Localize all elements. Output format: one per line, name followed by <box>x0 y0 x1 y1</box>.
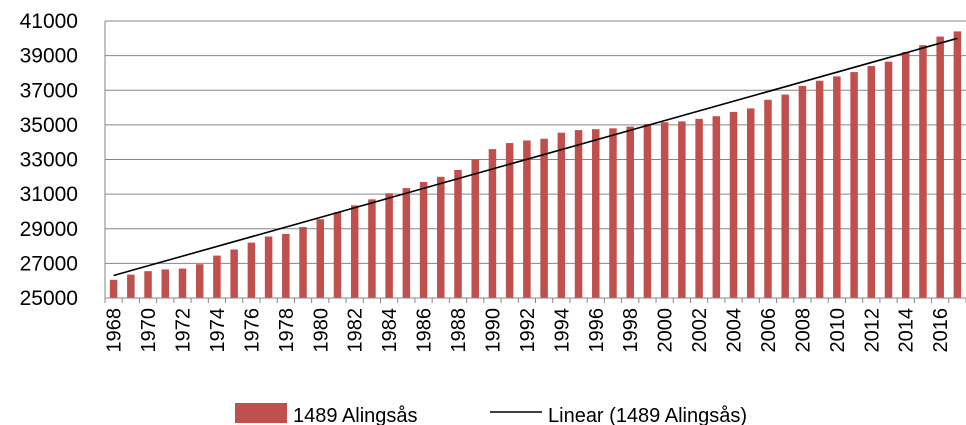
x-tick-label: 1974 <box>207 308 229 353</box>
x-tick-label: 2002 <box>689 308 711 353</box>
bar-1987 <box>437 176 445 298</box>
bar-1990 <box>488 149 497 298</box>
x-tick-label: 1982 <box>345 308 367 353</box>
bar-2011 <box>850 72 858 299</box>
bar-1995 <box>574 130 583 298</box>
bar-1974 <box>213 255 221 298</box>
bar-1981 <box>333 212 342 298</box>
bar-1983 <box>368 199 376 298</box>
bar-1973 <box>195 264 204 298</box>
bar-1989 <box>471 159 479 298</box>
bar-2012 <box>867 66 876 298</box>
y-tick-label: 27000 <box>20 252 78 275</box>
bar-1979 <box>299 227 307 298</box>
bar-1980 <box>316 219 324 298</box>
bar-1969 <box>127 274 135 298</box>
trendline-group <box>113 37 958 277</box>
trendline <box>113 37 958 277</box>
x-tick-label: 2008 <box>792 308 814 353</box>
bar-1986 <box>419 182 428 298</box>
x-tick-label: 1994 <box>551 308 573 353</box>
bar-series <box>109 31 962 299</box>
bar-1998 <box>626 126 634 298</box>
bar-2000 <box>660 122 669 298</box>
bar-1968 <box>109 279 118 298</box>
y-tick-label: 29000 <box>20 218 78 241</box>
bar-1972 <box>178 268 187 298</box>
y-tick-label: 37000 <box>20 79 78 102</box>
bar-2003 <box>712 116 721 298</box>
legend: 1489 Alingsås Linear (1489 Alingsås) <box>235 403 747 425</box>
x-tick-label: 2014 <box>896 308 918 353</box>
bar-1977 <box>264 236 273 298</box>
x-tick-label: 1980 <box>310 308 332 353</box>
bar-2010 <box>833 76 841 299</box>
bar-1978 <box>282 233 290 298</box>
bar-1993 <box>540 138 548 298</box>
bar-2006 <box>764 99 772 298</box>
x-tick-label: 1976 <box>241 308 263 353</box>
bar-1991 <box>505 143 514 298</box>
x-tick-label: 1996 <box>586 308 608 353</box>
bar-2017 <box>953 31 962 298</box>
bar-1999 <box>643 124 652 299</box>
x-tick-label: 2012 <box>861 308 883 353</box>
x-tick-label: 2016 <box>930 308 952 353</box>
bar-1970 <box>144 271 152 298</box>
x-tick-label: 2004 <box>724 308 746 353</box>
x-tick-label: 1988 <box>448 308 470 353</box>
bar-2013 <box>884 61 893 299</box>
y-tick-label: 35000 <box>20 114 78 137</box>
bar-1994 <box>557 132 566 298</box>
x-tick-label: 2010 <box>827 308 849 353</box>
y-tick-label: 31000 <box>20 183 78 206</box>
bar-2002 <box>695 118 703 298</box>
x-tick-label: 1986 <box>414 308 436 353</box>
bar-1985 <box>402 188 411 298</box>
bar-2015 <box>919 45 927 298</box>
x-tick-label: 1998 <box>620 308 642 353</box>
bar-2007 <box>781 94 789 298</box>
bar-1996 <box>592 129 600 298</box>
bar-2004 <box>729 111 738 298</box>
bar-1976 <box>247 242 256 298</box>
x-tick-label: 1968 <box>104 308 126 353</box>
bar-1992 <box>523 140 531 298</box>
x-tick-label: 2006 <box>758 308 780 353</box>
legend-label-bar: 1489 Alingsås <box>293 405 418 425</box>
x-tick-label: 1992 <box>517 308 539 353</box>
y-tick-label: 41000 <box>20 10 78 33</box>
bar-2016 <box>936 36 944 299</box>
bar-2014 <box>901 52 910 298</box>
y-axis: 25000 27000 29000 31000 33000 35000 37000 39000… <box>20 10 106 310</box>
bar-1975 <box>230 249 238 298</box>
x-tick-label: 1972 <box>172 308 194 353</box>
bar-2001 <box>678 121 686 298</box>
y-tick-label: 25000 <box>20 287 78 310</box>
bar-1997 <box>609 128 617 298</box>
x-tick-label: 1978 <box>276 308 298 353</box>
bar-2008 <box>798 85 807 298</box>
bar-1984 <box>385 193 393 298</box>
x-axis: 1968 1970 1972 1974 1976 1978 1980 1982 1984 1986… <box>104 297 966 353</box>
bar-1982 <box>350 205 359 298</box>
x-tick-label: 1984 <box>379 308 401 353</box>
x-tick-label: 2000 <box>655 308 677 353</box>
bar-2005 <box>747 108 755 298</box>
bar-1988 <box>454 169 462 298</box>
x-tick-label: 1970 <box>138 308 160 353</box>
bar-1971 <box>161 269 170 298</box>
legend-swatch-bar <box>235 403 287 423</box>
bar-2009 <box>815 80 824 299</box>
legend-label-trendline: Linear (1489 Alingsås) <box>548 405 747 425</box>
x-tick-label: 1990 <box>482 308 504 353</box>
y-tick-label: 33000 <box>20 149 78 172</box>
y-tick-label: 39000 <box>20 45 78 68</box>
